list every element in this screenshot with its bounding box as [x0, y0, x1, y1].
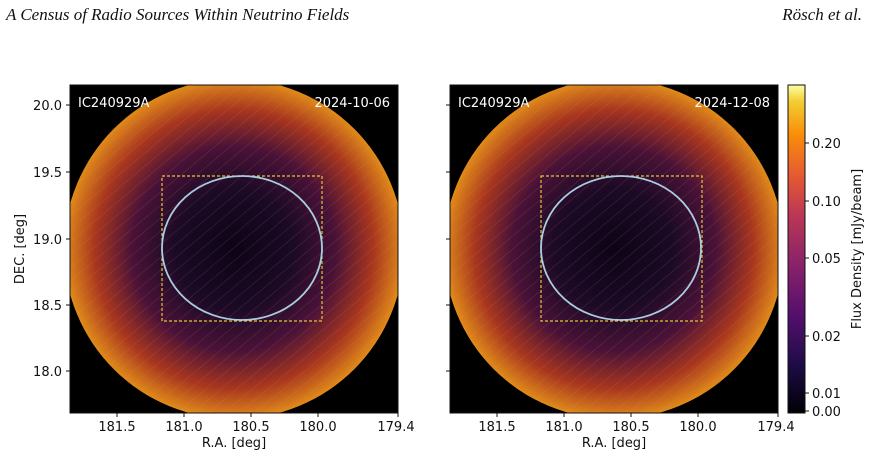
x-tick-label: 179.4 — [377, 420, 414, 435]
colorbar-tick-label: 0.02 — [812, 330, 841, 345]
y-tick-label: 18.5 — [33, 299, 62, 314]
x-tick-label: 180.5 — [232, 420, 269, 435]
panel-right-source-label: IC240929A — [458, 96, 530, 111]
colorbar-tick-label: 0.01 — [812, 387, 841, 402]
panel-right-texture — [450, 85, 778, 413]
colorbar-tick-label: 0.05 — [812, 252, 841, 267]
y-tick-label: 19.0 — [33, 233, 62, 248]
panel-right-error-ellipse — [540, 175, 702, 321]
colorbar: 0.20 0.10 0.05 0.02 0.01 0.00 Flux Densi… — [787, 84, 865, 420]
x-tick-label: 181.5 — [478, 420, 515, 435]
colorbar-label: Flux Density [mJy/beam] — [850, 169, 865, 329]
x-tick-label: 180.0 — [299, 420, 336, 435]
y-tick-label: 18.0 — [33, 365, 62, 380]
colorbar-tick-label: 0.20 — [812, 137, 841, 152]
panel-right-x-ticks: 181.5 181.0 180.5 180.0 179.4 — [478, 413, 795, 435]
panel-left-source-label: IC240929A — [78, 96, 150, 111]
panel-right-date-label: 2024-12-08 — [694, 96, 770, 111]
running-title: A Census of Radio Sources Within Neutrin… — [6, 5, 350, 24]
colorbar-tick-label: 0.10 — [812, 195, 841, 210]
panel-left-frame — [69, 84, 399, 414]
x-tick-label: 181.0 — [545, 420, 582, 435]
x-tick-label: 181.5 — [98, 420, 135, 435]
colorbar-gradient — [787, 84, 806, 414]
panel-left-x-ticks: 181.5 181.0 180.5 180.0 179.4 — [98, 413, 415, 435]
x-axis-label: R.A. [deg] — [582, 436, 646, 451]
panel-right-frame — [449, 84, 779, 414]
y-tick-label: 19.5 — [33, 166, 62, 181]
x-axis-label: R.A. [deg] — [202, 436, 266, 451]
running-authors: Rösch et al. — [782, 5, 862, 24]
x-tick-label: 180.0 — [679, 420, 716, 435]
x-tick-label: 179.4 — [757, 420, 794, 435]
panel-right: IC240929A 2024-12-08 181.5 181.0 180.5 1… — [446, 84, 795, 451]
panel-left-texture — [70, 85, 398, 413]
x-tick-label: 180.5 — [612, 420, 649, 435]
colorbar-tick-label: 0.00 — [812, 405, 841, 420]
y-tick-label: 20.0 — [33, 99, 62, 114]
panel-left: IC240929A 2024-10-06 20.0 19.5 19.0 18.5… — [13, 84, 415, 451]
y-axis-label: DEC. [deg] — [13, 214, 28, 284]
panel-left-date-label: 2024-10-06 — [314, 96, 390, 111]
panel-right-y-ticks — [446, 104, 450, 372]
x-tick-label: 181.0 — [165, 420, 202, 435]
panel-left-y-ticks: 20.0 19.5 19.0 18.5 18.0 — [33, 99, 70, 380]
panel-left-error-ellipse — [161, 175, 323, 321]
